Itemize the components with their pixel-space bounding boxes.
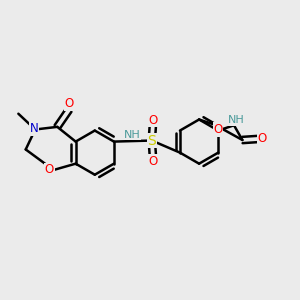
Text: N: N	[30, 122, 38, 135]
Text: NH: NH	[123, 130, 140, 140]
Text: O: O	[258, 132, 267, 145]
Text: O: O	[64, 97, 74, 110]
Text: O: O	[213, 123, 223, 136]
Text: S: S	[147, 134, 156, 148]
Text: O: O	[45, 164, 54, 176]
Text: O: O	[149, 113, 158, 127]
Text: NH: NH	[228, 115, 245, 125]
Text: O: O	[149, 154, 158, 167]
